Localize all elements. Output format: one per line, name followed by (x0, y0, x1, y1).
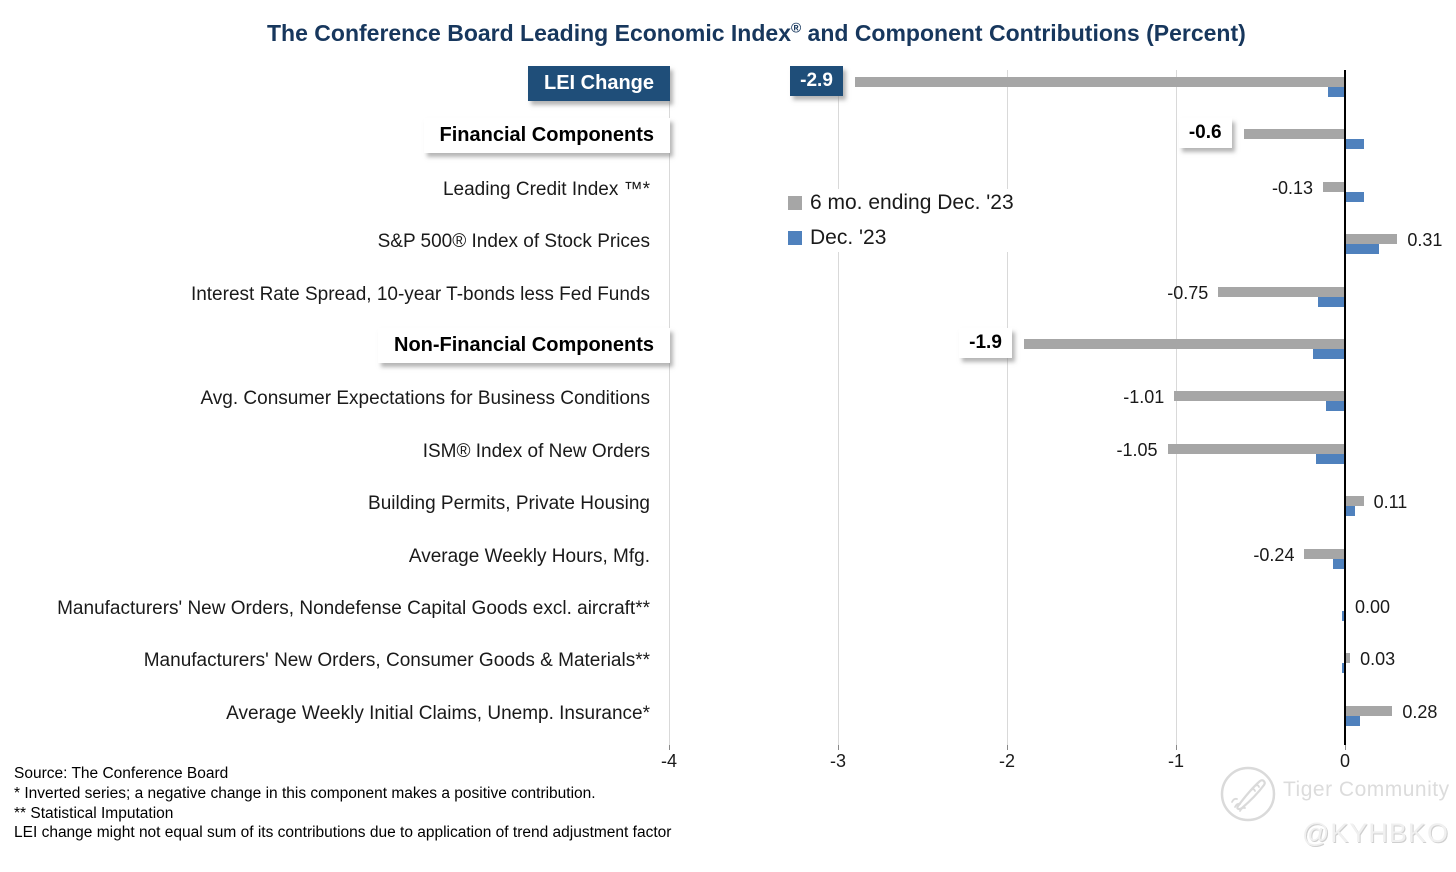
footnote-trend-adjustment: LEI change might not equal sum of its co… (14, 824, 672, 842)
category-label-ism-new-orders: ISM® Index of New Orders (422, 440, 650, 462)
chart-title-main: The Conference Board Leading Economic In… (267, 20, 791, 46)
legend-item-6mo: 6 mo. ending Dec. '23 (788, 191, 1014, 215)
axis-tick-label--4: -4 (660, 751, 677, 771)
value-label-non-financial-components: -1.9 (959, 328, 1012, 358)
footnote-inverted-series: * Inverted series; a negative change in … (14, 784, 596, 802)
bar-6mo-weekly-hours-mfg (1304, 548, 1345, 559)
axis-tickmark--2 (1006, 745, 1008, 750)
footnote-statistical-imputation: ** Statistical Imputation (14, 804, 174, 822)
bar-dec23-building-permits (1345, 506, 1356, 517)
value-label-ism-new-orders: -1.05 (1116, 439, 1158, 460)
value-label-new-orders-nondefense-capital-goods: 0.00 (1355, 597, 1391, 617)
legend-swatch-gray (788, 196, 802, 210)
axis-tick-label-0: 0 (1339, 751, 1350, 771)
bar-6mo-sp500-stock-prices (1345, 234, 1398, 245)
axis-tickmark-0 (1344, 745, 1346, 750)
axis-tick-label--1: -1 (1167, 751, 1184, 771)
value-label-consumer-expectations: -1.01 (1123, 387, 1165, 408)
category-label-non-financial-components: Non-Financial Components (378, 328, 670, 363)
bar-dec23-initial-claims (1345, 715, 1361, 726)
axis-tick-label--3: -3 (829, 751, 846, 771)
category-label-new-orders-nondefense-capital-goods: Manufacturers' New Orders, Nondefense Ca… (57, 598, 650, 619)
bar-6mo-initial-claims (1345, 705, 1393, 716)
category-label-leading-credit-index: Leading Credit Index ™* (442, 178, 650, 200)
value-label-leading-credit-index: -0.13 (1272, 177, 1314, 198)
category-label-initial-claims: Average Weekly Initial Claims, Unemp. In… (226, 702, 650, 724)
registered-trademark-symbol: ® (790, 20, 802, 36)
bar-dec23-consumer-expectations (1326, 401, 1345, 412)
watermark-handle-text: @KYHBKO (1302, 818, 1449, 848)
axis-tickmark--4 (668, 745, 670, 750)
chart-title: The Conference Board Leading Economic In… (267, 20, 1246, 47)
bar-6mo-leading-credit-index (1323, 181, 1345, 192)
category-label-weekly-hours-mfg: Average Weekly Hours, Mfg. (408, 545, 650, 567)
bar-dec23-leading-credit-index (1345, 191, 1364, 202)
legend-label-dec23: Dec. '23 (810, 226, 887, 249)
chart-title-rest: and Component Contributions (Percent) (801, 20, 1246, 46)
bar-6mo-lei-change (854, 77, 1345, 87)
legend: 6 mo. ending Dec. '23 Dec. '23 (786, 189, 1022, 252)
value-label-lei-change: -2.9 (790, 66, 843, 96)
category-label-consumer-expectations: Avg. Consumer Expectations for Business … (200, 388, 650, 410)
gridline--3 (837, 70, 839, 745)
bar-6mo-financial-components (1243, 129, 1345, 140)
category-label-interest-rate-spread: Interest Rate Spread, 10-year T-bonds le… (190, 283, 650, 305)
category-label-new-orders-consumer-goods: Manufacturers' New Orders, Consumer Good… (143, 650, 650, 672)
value-label-sp500-stock-prices: 0.31 (1407, 230, 1443, 251)
footnotes: Source: The Conference Board * Inverted … (14, 764, 671, 843)
bar-6mo-interest-rate-spread (1218, 286, 1345, 297)
value-label-financial-components: -0.6 (1178, 118, 1232, 149)
bar-6mo-consumer-expectations (1174, 391, 1345, 402)
bar-6mo-ism-new-orders (1167, 443, 1345, 454)
bar-6mo-building-permits (1345, 496, 1364, 507)
tiger-logo-icon (1220, 766, 1276, 822)
watermark: Tiger Community @KYHBKO (1210, 760, 1456, 860)
category-label-financial-components: Financial Components (423, 118, 670, 154)
watermark-community-text: Tiger Community (1283, 778, 1450, 801)
value-label-interest-rate-spread: -0.75 (1167, 282, 1209, 303)
value-label-new-orders-consumer-goods: 0.03 (1360, 649, 1396, 670)
bar-dec23-sp500-stock-prices (1345, 244, 1379, 255)
gridline--1 (1175, 70, 1177, 745)
bar-dec23-interest-rate-spread (1317, 296, 1345, 307)
bar-6mo-new-orders-consumer-goods (1345, 653, 1351, 664)
axis-tickmark--1 (1175, 745, 1177, 750)
axis-tick-label--2: -2 (998, 751, 1015, 771)
value-label-building-permits: 0.11 (1373, 492, 1408, 513)
gridline--2 (1006, 70, 1008, 745)
legend-item-dec23: Dec. '23 (788, 226, 1014, 250)
bar-dec23-financial-components (1345, 139, 1364, 150)
footnote-source: Source: The Conference Board (14, 765, 229, 782)
bar-dec23-non-financial-components (1312, 349, 1345, 359)
bar-dec23-weekly-hours-mfg (1333, 558, 1345, 569)
category-label-lei-change: LEI Change (527, 66, 670, 101)
gridline--4 (668, 70, 670, 745)
bar-6mo-non-financial-components (1023, 339, 1345, 349)
bar-dec23-lei-change (1328, 87, 1345, 97)
axis-tickmark--3 (837, 745, 839, 750)
bar-dec23-new-orders-nondefense-capital-goods (1341, 611, 1345, 621)
bar-dec23-ism-new-orders (1316, 453, 1345, 464)
category-label-building-permits: Building Permits, Private Housing (368, 493, 650, 515)
legend-swatch-blue (788, 231, 802, 245)
value-label-weekly-hours-mfg: -0.24 (1253, 544, 1295, 565)
legend-label-6mo: 6 mo. ending Dec. '23 (810, 191, 1014, 214)
bar-dec23-new-orders-consumer-goods (1341, 663, 1345, 674)
value-label-initial-claims: 0.28 (1402, 701, 1438, 722)
category-label-sp500-stock-prices: S&P 500® Index of Stock Prices (377, 231, 650, 253)
zero-axis-line (1344, 70, 1346, 745)
